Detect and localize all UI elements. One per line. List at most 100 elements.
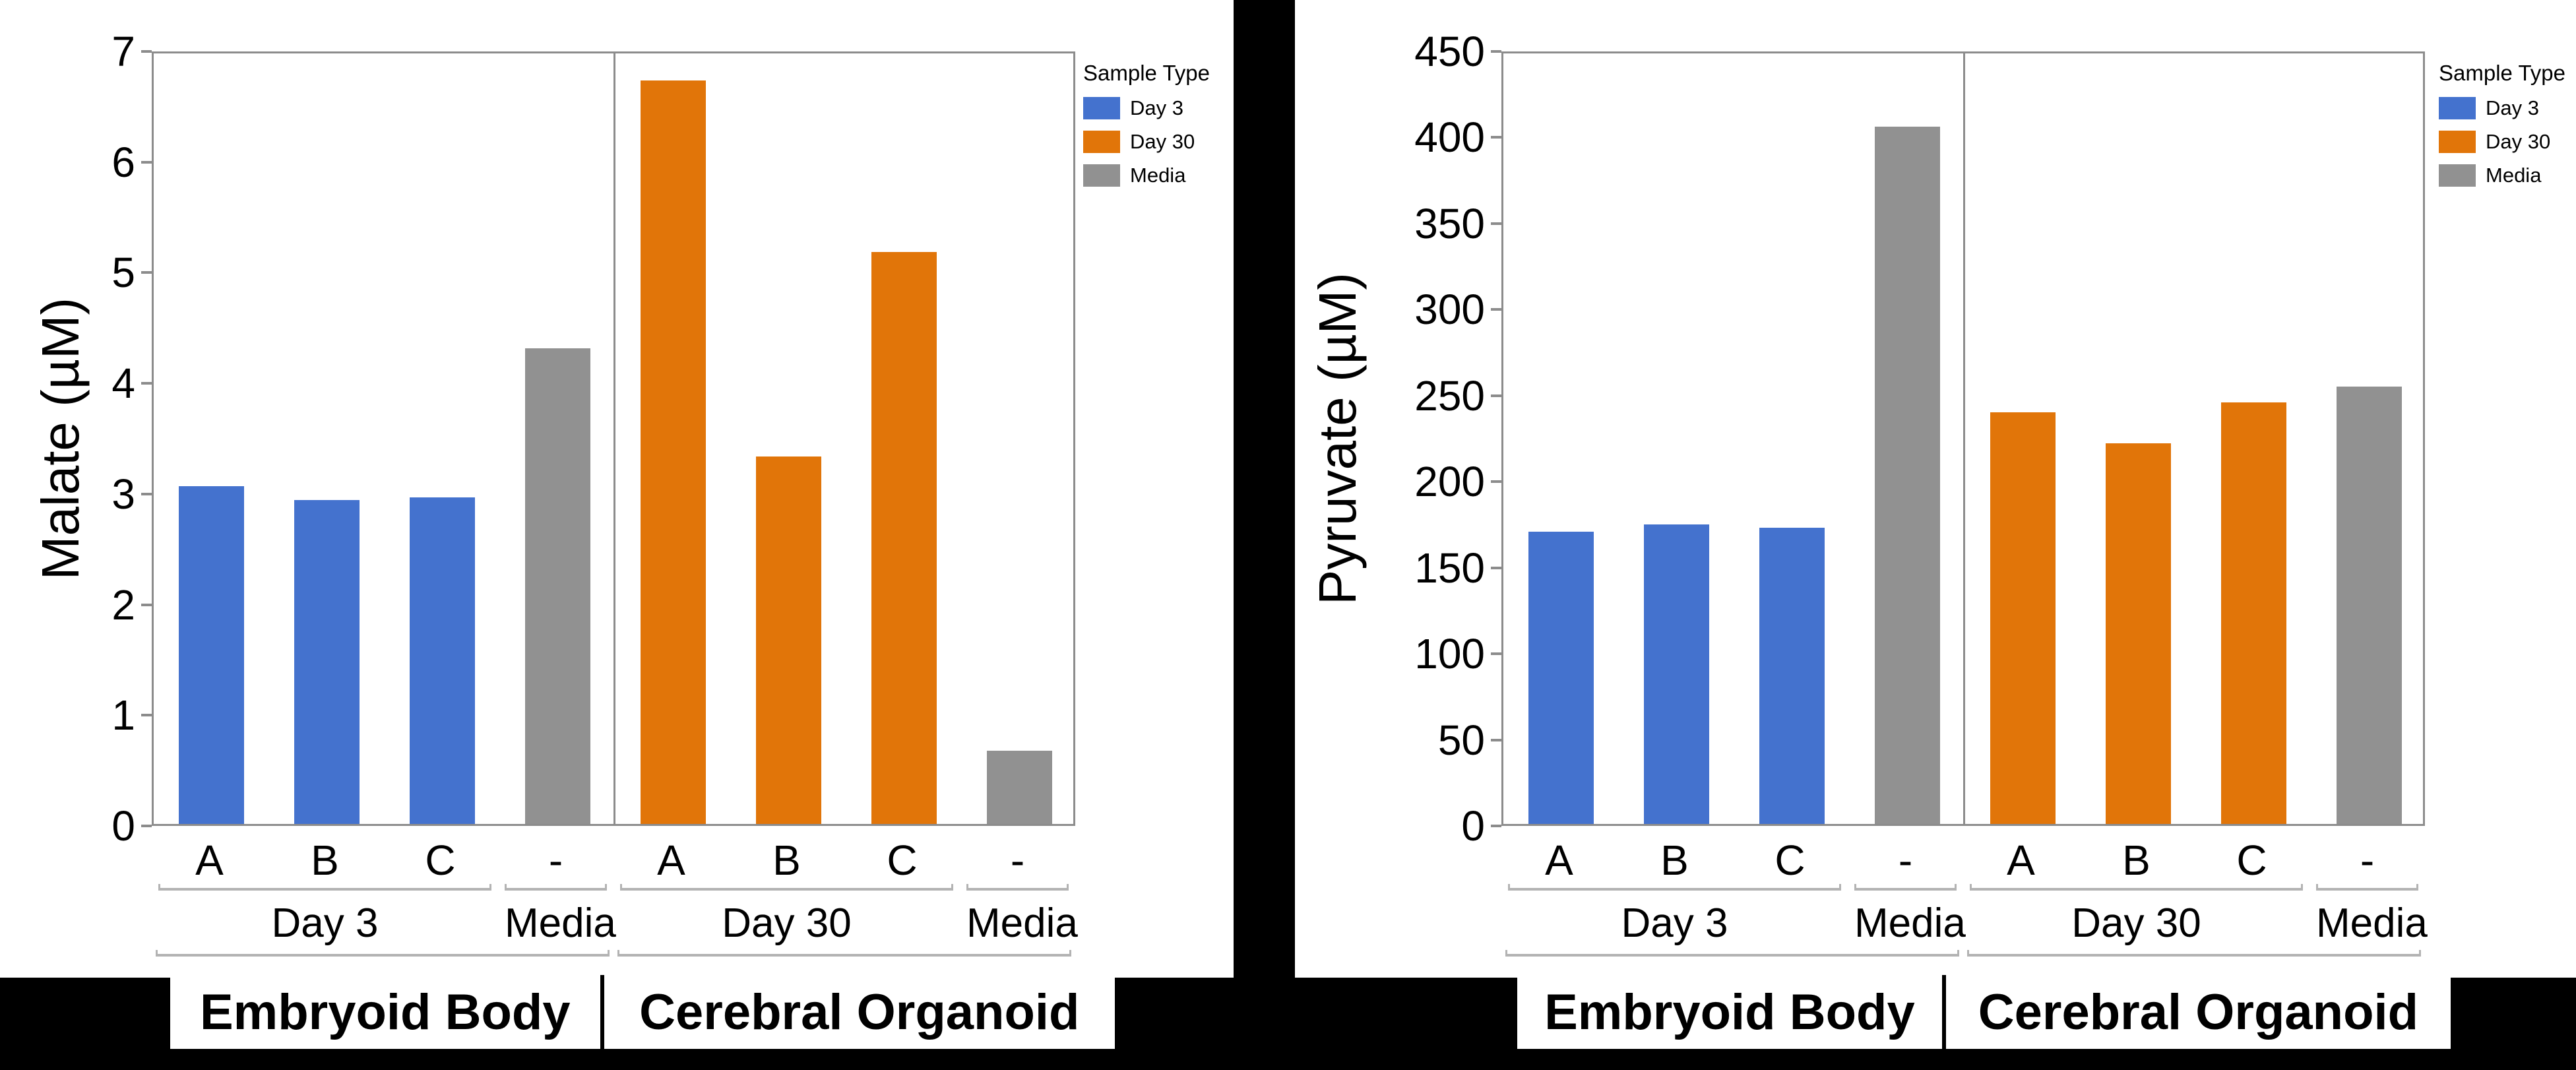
y-tick-mark <box>141 160 152 164</box>
bar-day30-B <box>755 456 822 824</box>
y-tick-mark <box>1491 480 1501 484</box>
legend-item-label: Day 3 <box>1130 96 1183 119</box>
y-tick-label: 3 <box>111 470 135 518</box>
legend-item-media: Media <box>1083 164 1241 187</box>
bar-day3-C <box>1759 528 1825 824</box>
y-tick-mark <box>141 825 152 827</box>
legend-malate: Sample Type Day 3 Day 30 Media <box>1083 61 1241 197</box>
tissue-band-malate: Embryoid Body Cerebral Organoid <box>170 975 1115 1049</box>
sample-group-bracket <box>620 884 953 891</box>
sample-group-bracket <box>505 884 607 891</box>
legend-swatch-day30 <box>2439 131 2476 153</box>
y-tick-mark <box>141 714 152 717</box>
y-tick-mark <box>1491 652 1501 656</box>
y-tick-label: 300 <box>1414 286 1485 334</box>
x-tick-label: B <box>311 836 339 884</box>
y-tick-label: 400 <box>1414 113 1485 162</box>
y-tick-label: 7 <box>111 28 135 75</box>
legend-item-label: Media <box>2486 164 2542 187</box>
y-tick-mark <box>1491 136 1501 139</box>
band-divider <box>1941 975 1946 1049</box>
bar-day30-B <box>2105 443 2172 824</box>
legend-title: Sample Type <box>1083 61 1210 85</box>
x-tick-label: C <box>1775 836 1806 884</box>
sample-group-label: Media <box>966 900 1078 946</box>
sample-group-label: Day 30 <box>2071 900 2201 946</box>
x-tick-label: A <box>1545 836 1573 884</box>
legend-swatch-media <box>1083 164 1120 187</box>
y-tick-label: 50 <box>1437 716 1485 764</box>
tissue-group-bracket <box>617 950 1071 957</box>
band-divider <box>600 975 604 1049</box>
tissue-group-bracket <box>1967 950 2421 957</box>
legend-item-label: Day 3 <box>2486 96 2539 119</box>
tissue-group-bracket <box>1505 950 1959 957</box>
plot-area-malate <box>152 51 1075 826</box>
sample-group-bracket <box>158 884 491 891</box>
y-tick-label: 250 <box>1414 371 1485 420</box>
x-tick-label: B <box>1660 836 1689 884</box>
x-tick-label: - <box>1010 836 1025 884</box>
sample-group-label: Media <box>1854 900 1966 946</box>
y-tick-mark <box>1491 566 1501 569</box>
x-tick-label: B <box>772 836 801 884</box>
y-tick-mark <box>141 382 152 385</box>
band-label-cerebral-organoid: Cerebral Organoid <box>1978 984 2419 1040</box>
sample-group-bracket <box>1970 884 2303 891</box>
pyruvate-chart-panel: Pyruvate (µM) Sample Type Day 3 Day 30 Med… <box>1295 0 2576 978</box>
y-tick-mark <box>1491 50 1501 53</box>
y-tick-label: 450 <box>1414 28 1485 75</box>
legend-swatch-day30 <box>1083 131 1120 153</box>
facet-divider-line <box>613 53 615 824</box>
y-tick-label: 350 <box>1414 199 1485 247</box>
facet-divider-line <box>1963 53 1965 824</box>
y-tick-label: 100 <box>1414 630 1485 678</box>
legend-swatch-day3 <box>1083 97 1120 119</box>
plot-area-pyruvate <box>1501 51 2425 826</box>
band-label-embryoid-body: Embryoid Body <box>1544 984 1915 1040</box>
y-tick-label: 150 <box>1414 544 1485 592</box>
x-tick-label: C <box>425 836 456 884</box>
bar-day3-C <box>409 497 476 824</box>
y-tick-mark <box>141 271 152 274</box>
y-tick-label: 0 <box>111 802 135 850</box>
band-label-embryoid-body: Embryoid Body <box>199 984 571 1040</box>
legend-item-day3: Day 3 <box>2439 96 2576 120</box>
y-tick-mark <box>141 603 152 606</box>
bar-media-- <box>986 751 1053 824</box>
tissue-band-pyruvate: Embryoid Body Cerebral Organoid <box>1517 975 2451 1049</box>
y-tick-label: 6 <box>111 138 135 186</box>
sample-group-label: Day 30 <box>722 900 852 946</box>
y-tick-label: 2 <box>111 581 135 629</box>
bar-day30-A <box>1990 412 2056 824</box>
legend-item-media: Media <box>2439 164 2576 187</box>
y-tick-label: 5 <box>111 249 135 297</box>
x-tick-label: A <box>657 836 685 884</box>
y-tick-mark <box>1491 738 1501 741</box>
x-tick-label: A <box>2007 836 2035 884</box>
x-tick-label: - <box>2360 836 2375 884</box>
x-tick-label: - <box>1898 836 1913 884</box>
bar-day3-B <box>294 499 360 824</box>
y-tick-mark <box>1491 222 1501 225</box>
bar-day3-A <box>178 486 245 824</box>
sample-group-label: Day 3 <box>271 900 379 946</box>
sample-group-label: Day 3 <box>1621 900 1728 946</box>
y-tick-label: 0 <box>1461 802 1485 850</box>
x-tick-label: - <box>548 836 563 884</box>
y-tick-mark <box>141 492 152 495</box>
bar-day30-C <box>2220 402 2287 824</box>
legend-swatch-media <box>2439 164 2476 187</box>
sample-group-label: Media <box>505 900 616 946</box>
y-tick-mark <box>1491 825 1501 827</box>
bar-day30-C <box>871 251 937 824</box>
x-tick-label: C <box>887 836 918 884</box>
x-tick-label: C <box>2236 836 2267 884</box>
x-tick-label: A <box>195 836 224 884</box>
legend-pyruvate: Sample Type Day 3 Day 30 Media <box>2439 61 2576 197</box>
bar-media-- <box>1874 127 1941 824</box>
legend-item-label: Media <box>1130 164 1186 187</box>
y-tick-mark <box>141 50 152 53</box>
y-tick-mark <box>1491 394 1501 397</box>
